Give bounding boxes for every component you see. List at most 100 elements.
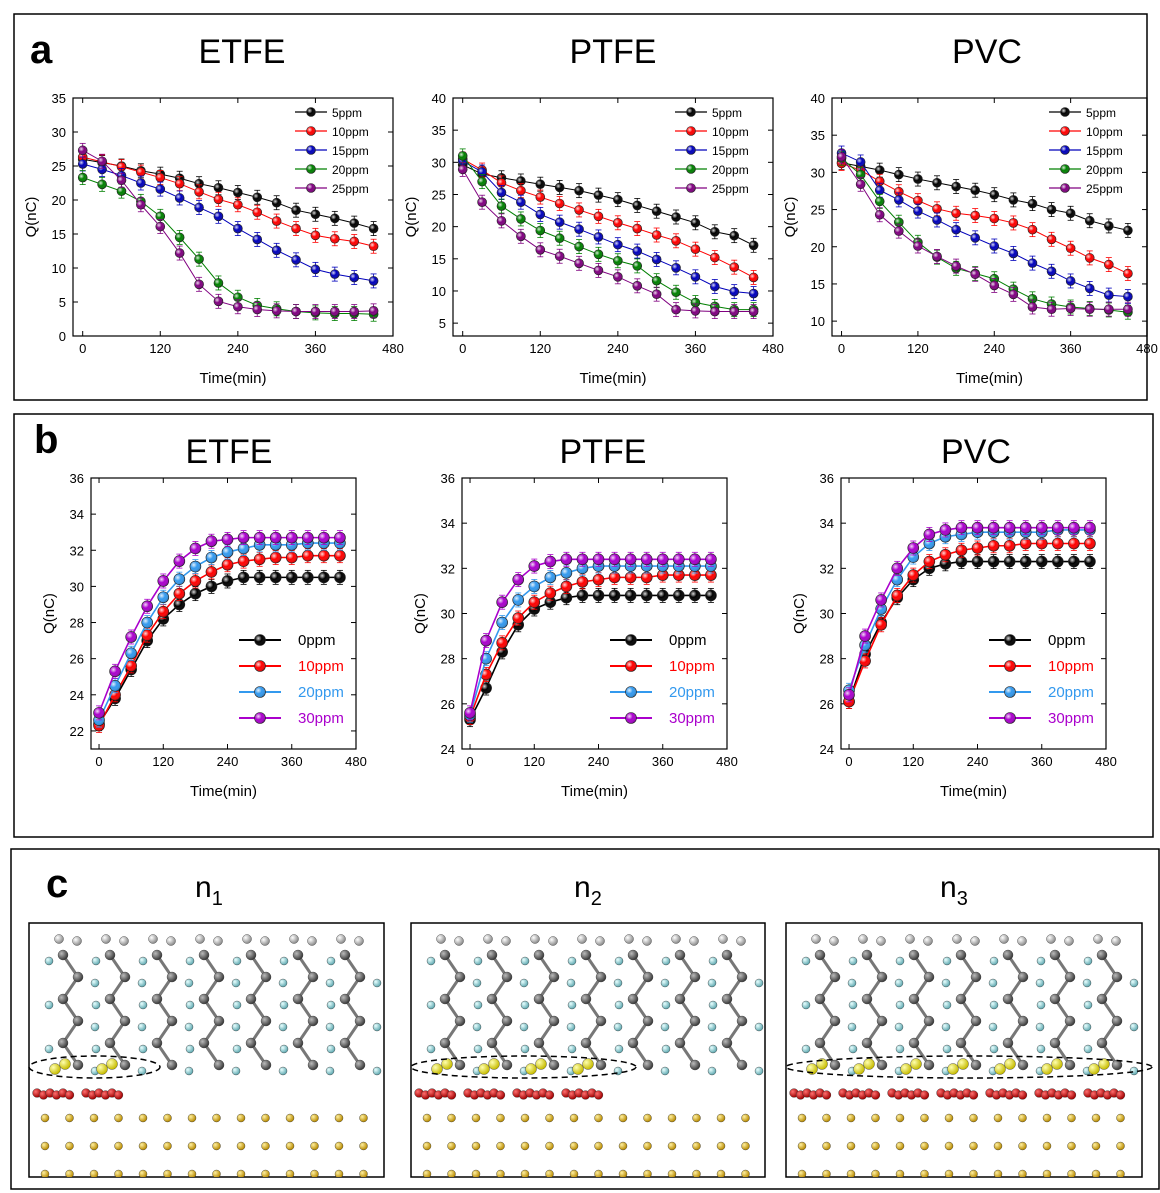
- data-point-shine: [613, 240, 623, 250]
- legend-marker-shine: [686, 164, 696, 174]
- atom: [861, 949, 873, 961]
- data-point-shine: [1052, 522, 1064, 534]
- atom: [114, 1141, 123, 1151]
- y-tick-label: 15: [432, 252, 446, 267]
- atom: [567, 1044, 577, 1054]
- data-point-shine: [318, 532, 330, 544]
- atom: [941, 1022, 951, 1032]
- y-axis-label: Q(nC): [412, 593, 429, 634]
- legend-label: 20ppm: [1048, 684, 1094, 701]
- atom: [797, 1113, 807, 1123]
- atom: [113, 1090, 124, 1100]
- atom: [999, 934, 1009, 944]
- atom: [195, 934, 205, 944]
- data-point-shine: [528, 580, 540, 592]
- data-point-shine: [189, 575, 201, 587]
- y-tick-label: 30: [52, 125, 66, 140]
- atom: [811, 934, 821, 944]
- y-tick-label: 35: [432, 123, 446, 138]
- model-atoms: [32, 934, 382, 1177]
- legend-marker-shine: [625, 686, 637, 698]
- atom: [44, 1000, 54, 1010]
- atom: [993, 1113, 1003, 1123]
- data-point-shine: [576, 553, 588, 565]
- atom: [923, 1015, 935, 1027]
- atom: [488, 1058, 500, 1070]
- y-tick-label: 20: [811, 240, 825, 255]
- chart-title: PVC: [941, 433, 1011, 471]
- atom: [716, 1113, 726, 1123]
- series-30ppm: [93, 530, 346, 721]
- legend-label: 5ppm: [712, 106, 742, 120]
- data-point-shine: [1123, 269, 1133, 279]
- atom: [520, 1141, 530, 1151]
- data-point-shine: [555, 182, 565, 192]
- atom: [326, 1000, 336, 1010]
- atom: [520, 1169, 530, 1177]
- atom: [754, 1066, 764, 1076]
- atom: [848, 1000, 858, 1010]
- series-line: [841, 152, 1128, 298]
- chart-a-pvc: PVC 0 120 240 360 480 10 15 20 25 30 35 40 Time(min) Q…: [782, 33, 1158, 387]
- atom: [566, 1022, 576, 1032]
- legend-label: 30ppm: [298, 710, 344, 727]
- atom: [446, 1090, 457, 1100]
- data-point-shine: [1027, 258, 1037, 268]
- data-point-shine: [222, 533, 234, 545]
- data-point-shine: [574, 186, 584, 196]
- atom: [119, 971, 131, 983]
- atom: [232, 956, 242, 966]
- legend-label: 15ppm: [712, 144, 749, 158]
- data-point-shine: [1047, 266, 1057, 276]
- atom: [1091, 1141, 1101, 1151]
- data-point-shine: [955, 556, 967, 568]
- y-tick-label: 15: [52, 227, 66, 242]
- data-point-shine: [641, 589, 653, 601]
- legend-marker-shine: [625, 712, 637, 724]
- atom: [91, 956, 101, 966]
- data-point-shine: [1085, 253, 1095, 263]
- data-point-shine: [272, 198, 282, 208]
- atom: [454, 936, 464, 946]
- data-point-shine: [535, 245, 545, 255]
- atom: [184, 978, 194, 988]
- legend: 0ppm 10ppm 20ppm 30ppm: [610, 632, 715, 727]
- legend-marker-shine: [1060, 164, 1070, 174]
- data-point-shine: [238, 571, 250, 583]
- x-tick-label: 360: [1031, 754, 1053, 769]
- data-point-shine: [1066, 276, 1076, 286]
- atom: [1018, 1169, 1027, 1177]
- atom: [520, 1113, 530, 1123]
- y-tick-label: 35: [811, 128, 825, 143]
- data-point-shine: [1020, 556, 1032, 568]
- y-axis-label: Q(nC): [782, 197, 799, 238]
- atom: [595, 1059, 607, 1071]
- atom: [993, 1141, 1003, 1151]
- atom: [1036, 956, 1046, 966]
- atom: [185, 956, 195, 966]
- atom: [90, 1022, 100, 1032]
- data-point-shine: [613, 218, 623, 228]
- data-point-shine: [155, 173, 165, 183]
- data-point-shine: [972, 542, 984, 554]
- atom: [101, 934, 111, 944]
- data-point-shine: [535, 192, 545, 202]
- y-tick-label: 0: [59, 329, 66, 344]
- atom: [595, 971, 607, 983]
- data-point-shine: [116, 186, 126, 196]
- atom: [354, 1015, 366, 1027]
- x-tick-label: 120: [529, 341, 551, 356]
- data-point-shine: [291, 307, 301, 317]
- atom: [525, 1063, 537, 1075]
- data-point-shine: [254, 532, 266, 544]
- atom: [821, 1090, 832, 1100]
- data-point-shine: [1052, 537, 1064, 549]
- atom: [245, 993, 257, 1005]
- data-point-shine: [932, 178, 942, 188]
- y-tick-label: 10: [432, 284, 446, 299]
- series-line: [462, 160, 754, 295]
- atom: [923, 971, 935, 983]
- atom: [692, 1169, 701, 1177]
- atom: [1096, 1037, 1108, 1049]
- data-point-shine: [988, 556, 1000, 568]
